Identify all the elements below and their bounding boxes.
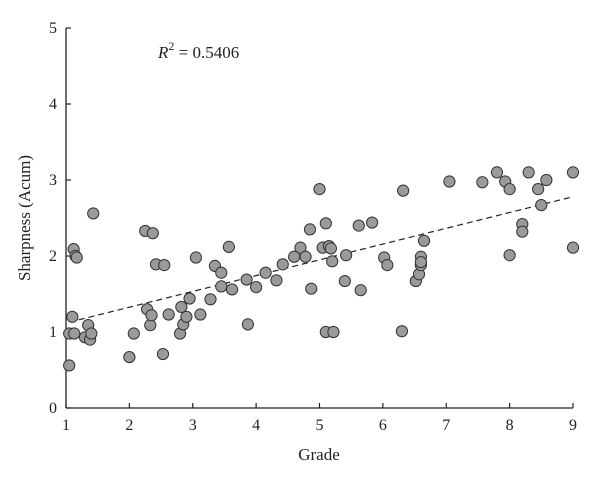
r-squared-annotation: R2 = 0.5406 bbox=[157, 39, 239, 62]
data-point bbox=[259, 266, 272, 279]
data-point bbox=[123, 350, 136, 364]
data-point bbox=[305, 282, 318, 295]
y-tick-label: 0 bbox=[49, 400, 57, 417]
data-point bbox=[294, 241, 307, 254]
data-point bbox=[183, 292, 196, 305]
x-tick-label: 1 bbox=[62, 417, 70, 434]
trendline bbox=[78, 196, 574, 321]
data-point bbox=[270, 274, 283, 287]
data-point bbox=[532, 183, 545, 196]
y-axis-label: Sharpness (Acum) bbox=[15, 155, 34, 281]
data-point bbox=[535, 198, 548, 212]
x-axis-label: Grade bbox=[298, 445, 340, 464]
x-tick-label: 9 bbox=[569, 417, 577, 434]
y-tick-label: 3 bbox=[49, 172, 57, 189]
data-point bbox=[503, 249, 516, 262]
points-group bbox=[63, 166, 580, 372]
data-point bbox=[146, 227, 159, 240]
r-squared-prefix: R bbox=[157, 43, 169, 62]
data-point bbox=[70, 251, 83, 264]
data-point bbox=[566, 166, 580, 179]
data-point bbox=[326, 255, 339, 268]
data-point bbox=[189, 251, 203, 264]
x-tick-label: 6 bbox=[379, 417, 387, 434]
x-tick-label: 3 bbox=[189, 417, 197, 434]
data-point bbox=[338, 274, 351, 288]
x-tick-label: 8 bbox=[506, 417, 514, 434]
data-point bbox=[175, 300, 188, 314]
data-point bbox=[476, 176, 489, 189]
data-point bbox=[490, 166, 504, 179]
data-point bbox=[503, 183, 516, 196]
data-point bbox=[303, 223, 317, 236]
data-point bbox=[276, 258, 289, 271]
data-point bbox=[381, 259, 394, 272]
r-squared-superscript: 2 bbox=[168, 39, 174, 53]
data-point bbox=[66, 310, 79, 323]
y-tick-label: 5 bbox=[49, 20, 57, 37]
data-point bbox=[85, 327, 98, 340]
x-axis: 1 2 3 4 5 6 7 8 9 bbox=[62, 403, 577, 434]
trendline-group bbox=[78, 196, 574, 321]
data-point bbox=[414, 255, 427, 269]
data-point bbox=[327, 325, 340, 339]
data-point bbox=[516, 225, 529, 238]
data-point bbox=[352, 219, 365, 232]
x-tick-label: 7 bbox=[442, 417, 450, 434]
y-tick-label: 4 bbox=[49, 96, 57, 113]
data-point bbox=[250, 281, 263, 294]
x-tick-label: 5 bbox=[316, 417, 324, 434]
data-point bbox=[162, 308, 175, 321]
data-point bbox=[340, 249, 353, 262]
data-point bbox=[366, 216, 379, 229]
data-point bbox=[215, 280, 228, 293]
data-point bbox=[522, 166, 535, 179]
data-point bbox=[204, 293, 217, 306]
data-point bbox=[324, 242, 338, 255]
x-tick-label: 2 bbox=[125, 417, 133, 434]
data-point bbox=[241, 318, 254, 331]
data-point bbox=[225, 283, 239, 296]
y-axis: 0 1 2 3 4 5 bbox=[49, 20, 71, 417]
data-point bbox=[540, 173, 553, 187]
data-point bbox=[215, 266, 228, 279]
data-point bbox=[313, 183, 326, 196]
data-point bbox=[63, 359, 76, 372]
data-point bbox=[87, 207, 100, 220]
data-point bbox=[222, 240, 235, 253]
x-tick-label: 4 bbox=[252, 417, 260, 434]
data-point bbox=[397, 184, 410, 197]
data-point bbox=[127, 327, 140, 340]
data-point bbox=[566, 241, 580, 254]
data-point bbox=[156, 347, 170, 361]
r-squared-value: = 0.5406 bbox=[174, 43, 239, 62]
data-point bbox=[299, 250, 312, 263]
data-point bbox=[194, 308, 207, 321]
y-tick-label: 1 bbox=[49, 324, 57, 341]
data-point bbox=[240, 273, 253, 286]
data-point bbox=[443, 175, 456, 188]
data-point bbox=[180, 310, 193, 323]
data-point bbox=[145, 309, 158, 322]
y-tick-label: 2 bbox=[49, 248, 57, 265]
data-point bbox=[395, 325, 408, 338]
data-point bbox=[158, 259, 171, 272]
data-point bbox=[417, 234, 431, 247]
data-point bbox=[354, 284, 367, 297]
data-point bbox=[319, 217, 332, 230]
data-point bbox=[68, 327, 81, 340]
